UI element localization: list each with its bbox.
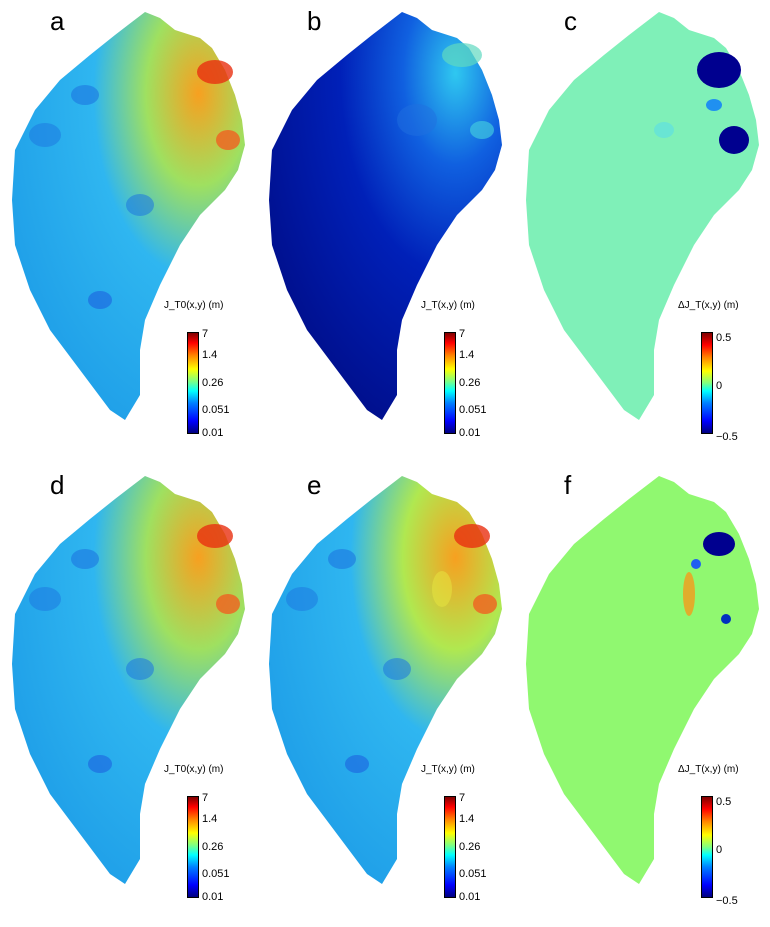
panel-b: b J_T(x,y) (m) 7 1.4 0.26 0.051 0.01 xyxy=(257,0,513,463)
colorbar-tick: 0.26 xyxy=(459,841,481,853)
panel-e: e J_T(x,y) (m) 7 1.4 0.26 0.051 0.01 xyxy=(257,464,513,927)
colorbar xyxy=(701,796,713,898)
panel-f: f ΔJ_T(x,y) (m) 0.5 0 −0.5 xyxy=(514,464,770,927)
colorbar xyxy=(444,796,456,898)
colorbar-title: J_T0(x,y) (m) xyxy=(164,764,224,775)
colorbar-tick: 0.01 xyxy=(202,427,224,439)
panel-label: c xyxy=(564,6,577,36)
colorbar-tick: 1.4 xyxy=(459,349,475,361)
panel-label: d xyxy=(50,470,65,500)
colorbar xyxy=(701,332,713,434)
colorbar-title: J_T(x,y) (m) xyxy=(421,764,475,775)
heatmap-e xyxy=(269,476,502,884)
colorbar-tick: 0.051 xyxy=(459,868,487,880)
region-shape xyxy=(269,12,502,420)
region-shape xyxy=(526,476,759,884)
colorbar-title: J_T(x,y) (m) xyxy=(421,300,475,311)
colorbar-tick: 0.26 xyxy=(202,377,224,389)
colorbar-tick: 1.4 xyxy=(459,813,475,825)
colorbar-tick: −0.5 xyxy=(716,895,738,907)
colorbar-tick: 0.26 xyxy=(202,841,224,853)
colorbar-title: J_T0(x,y) (m) xyxy=(164,300,224,311)
region-shape xyxy=(526,12,759,420)
colorbar-tick: 0.051 xyxy=(202,868,230,880)
colorbar-tick: 0 xyxy=(716,844,723,856)
colorbar-tick: 7 xyxy=(459,328,466,340)
colorbar-title: ΔJ_T(x,y) (m) xyxy=(678,764,739,775)
colorbar-tick: 7 xyxy=(459,792,466,804)
colorbar-tick: 0.5 xyxy=(716,796,732,808)
panel-label: b xyxy=(307,6,322,36)
colorbar-tick: 0.01 xyxy=(459,427,481,439)
colorbar-tick: 0.26 xyxy=(459,377,481,389)
colorbar xyxy=(187,796,199,898)
colorbar-title: ΔJ_T(x,y) (m) xyxy=(678,300,739,311)
heatmap-f xyxy=(526,476,759,884)
panel-label: e xyxy=(307,470,322,500)
colorbar-tick: 0.051 xyxy=(202,404,230,416)
heatmap-a xyxy=(12,12,245,420)
region-shape xyxy=(12,476,245,884)
colorbar-tick: 0.051 xyxy=(459,404,487,416)
colorbar xyxy=(187,332,199,434)
heatmap-d xyxy=(12,476,245,884)
colorbar-tick: −0.5 xyxy=(716,431,738,443)
panel-c: c ΔJ_T(x,y) (m) 0.5 0 −0.5 xyxy=(514,0,770,463)
panel-d: d J_T0(x,y) (m) 7 1.4 0.26 0.051 0.01 xyxy=(0,464,256,927)
colorbar-tick: 7 xyxy=(202,328,209,340)
panel-label: f xyxy=(564,470,572,500)
colorbar-tick: 7 xyxy=(202,792,209,804)
colorbar-tick: 0.01 xyxy=(459,891,481,903)
panel-a: a J_T0(x,y) (m) 7 1.4 0.26 0.051 0.01 xyxy=(0,0,256,463)
region-shape xyxy=(12,12,245,420)
colorbar-tick: 0.5 xyxy=(716,332,732,344)
heatmap-b xyxy=(269,12,502,420)
panel-label: a xyxy=(50,6,65,36)
heatmap-c xyxy=(526,12,759,420)
colorbar-tick: 0.01 xyxy=(202,891,224,903)
colorbar-tick: 0 xyxy=(716,380,723,392)
colorbar-tick: 1.4 xyxy=(202,349,218,361)
colorbar-tick: 1.4 xyxy=(202,813,218,825)
colorbar xyxy=(444,332,456,434)
